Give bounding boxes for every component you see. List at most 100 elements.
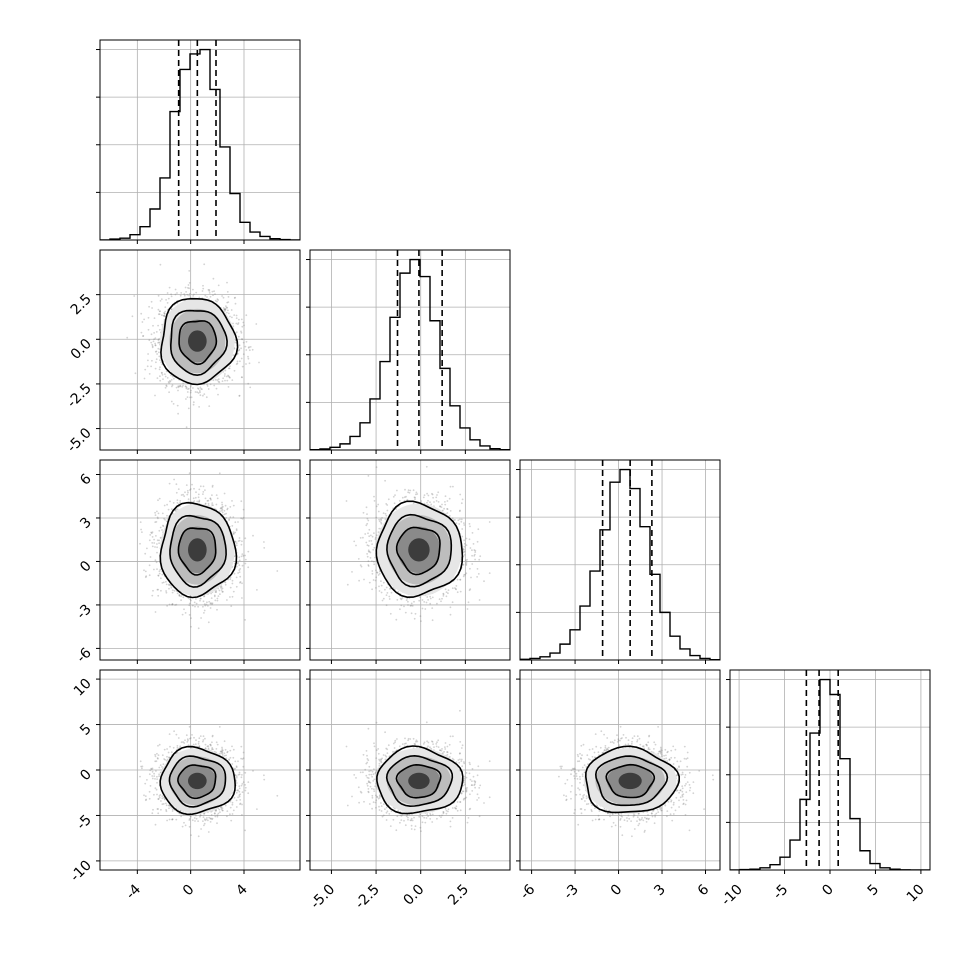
scatter-point <box>239 581 242 583</box>
scatter-point <box>426 492 428 495</box>
scatter-point <box>469 763 471 766</box>
scatter-point <box>189 737 191 740</box>
scatter-point <box>174 288 177 291</box>
scatter-point <box>373 788 375 791</box>
scatter-point <box>203 595 205 598</box>
scatter-point <box>211 818 213 821</box>
scatter-point <box>194 391 197 393</box>
scatter-point <box>474 558 476 561</box>
scatter-point <box>666 751 669 754</box>
scatter-point <box>471 784 473 786</box>
scatter-point <box>429 501 431 504</box>
scatter-point <box>460 760 463 762</box>
scatter-point <box>235 542 238 544</box>
scatter-point <box>163 313 166 315</box>
scatter-point <box>149 556 152 558</box>
histogram-0 <box>100 48 300 240</box>
scatter-point <box>234 302 237 305</box>
scatter-point <box>463 539 466 542</box>
scatter-point <box>451 517 454 520</box>
scatter-point <box>241 597 243 599</box>
scatter-point <box>151 542 154 544</box>
scatter-point <box>158 795 161 797</box>
scatter-point <box>454 519 456 521</box>
scatter-point <box>460 747 463 749</box>
scatter-point <box>153 793 155 796</box>
scatter-point <box>221 503 224 506</box>
scatter-point <box>168 804 170 807</box>
scatter-point <box>345 745 348 748</box>
scatter-point <box>157 517 159 520</box>
scatter-point <box>240 330 242 333</box>
scatter-point <box>207 605 209 607</box>
scatter-point <box>415 493 417 496</box>
x-tick-label-2-2: 0 <box>608 882 626 900</box>
scatter-point <box>463 522 465 524</box>
scatter-point <box>447 808 450 811</box>
scatter-point <box>139 521 142 523</box>
scatter-point <box>638 818 641 821</box>
scatter-point <box>192 743 195 746</box>
scatter-point <box>217 812 220 815</box>
scatter-point <box>381 599 384 602</box>
scatter-point <box>235 314 238 317</box>
scatter-point <box>414 496 416 499</box>
scatter-point <box>360 791 363 794</box>
scatter-point <box>444 495 447 498</box>
scatter-point <box>167 381 170 383</box>
scatter-point <box>153 338 156 341</box>
scatter-point <box>146 547 148 550</box>
scatter-point <box>244 771 247 774</box>
scatter-point <box>155 770 157 772</box>
scatter-point <box>208 816 211 819</box>
scatter-point <box>423 494 426 497</box>
scatter-point <box>157 339 160 342</box>
scatter-point <box>194 820 196 822</box>
scatter-point <box>167 751 170 754</box>
scatter-point <box>675 789 678 792</box>
scatter-point <box>245 363 247 365</box>
scatter-point <box>681 795 684 798</box>
scatter-point <box>460 792 463 794</box>
scatter-point <box>187 284 190 286</box>
scatter-point <box>252 534 254 537</box>
scatter-point <box>221 501 223 504</box>
scatter-point <box>659 808 662 811</box>
y-tick-label-2-3: 3 <box>77 514 95 532</box>
scatter-point <box>144 570 147 573</box>
scatter-point <box>374 771 377 774</box>
scatter-point <box>151 545 154 548</box>
scatter-point <box>202 485 205 488</box>
scatter-point <box>398 499 401 502</box>
scatter-point <box>394 741 396 744</box>
scatter-point <box>444 807 447 810</box>
scatter-point <box>183 821 185 824</box>
scatter-point <box>424 608 427 610</box>
scatter-point <box>446 512 449 514</box>
scatter-point <box>144 795 147 797</box>
scatter-point <box>224 309 227 312</box>
scatter-point <box>366 754 368 757</box>
scatter-point <box>228 376 231 379</box>
scatter-point <box>385 747 388 750</box>
scatter-point <box>587 763 589 766</box>
scatter-point <box>384 588 386 591</box>
scatter-point <box>448 743 451 746</box>
scatter-point <box>187 498 190 501</box>
scatter-point <box>238 787 241 790</box>
scatter-point <box>668 758 671 761</box>
scatter-point <box>464 797 467 800</box>
scatter-point <box>195 598 197 600</box>
scatter-point <box>180 595 183 598</box>
scatter-point <box>371 807 373 810</box>
scatter-point <box>237 335 240 338</box>
scatter-point <box>162 763 165 766</box>
scatter-point <box>374 536 377 539</box>
scatter-point <box>462 550 465 553</box>
scatter-point <box>469 793 471 796</box>
scatter-point <box>226 751 229 754</box>
scatter-point <box>407 816 409 819</box>
x-tick-label-3-1: -5 <box>770 882 791 903</box>
scatter-point <box>241 758 244 760</box>
scatter-point <box>210 498 212 501</box>
